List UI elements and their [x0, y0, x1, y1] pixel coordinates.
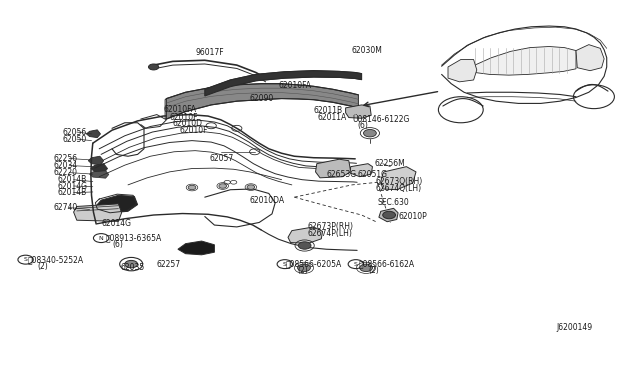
Text: 62011A: 62011A — [317, 113, 347, 122]
Polygon shape — [86, 130, 100, 138]
Polygon shape — [97, 195, 138, 213]
Text: 62674Q(LH): 62674Q(LH) — [375, 184, 421, 193]
Text: (6): (6) — [112, 240, 123, 249]
Text: 62034: 62034 — [53, 161, 77, 170]
Text: 62010D: 62010D — [173, 119, 203, 128]
Circle shape — [360, 264, 372, 272]
Text: (2): (2) — [369, 266, 380, 275]
Text: 62014G: 62014G — [58, 182, 88, 190]
Polygon shape — [316, 159, 351, 178]
Text: 62653G: 62653G — [326, 170, 356, 179]
Text: N: N — [99, 235, 104, 241]
Polygon shape — [381, 167, 416, 190]
Text: 62256: 62256 — [53, 154, 77, 163]
Circle shape — [298, 242, 311, 249]
Text: 62010F: 62010F — [170, 113, 198, 122]
Polygon shape — [346, 105, 371, 118]
Polygon shape — [91, 164, 108, 173]
Text: J6200149: J6200149 — [557, 323, 593, 332]
Polygon shape — [448, 60, 477, 82]
Polygon shape — [472, 46, 576, 75]
Text: 62673Q(RH): 62673Q(RH) — [375, 177, 422, 186]
Text: 62010FA: 62010FA — [163, 105, 196, 114]
Text: Ü08146-6122G: Ü08146-6122G — [352, 115, 410, 124]
Text: 62010F: 62010F — [179, 126, 208, 135]
Text: 62740: 62740 — [53, 203, 77, 212]
Text: 62673P(RH): 62673P(RH) — [307, 222, 353, 231]
Polygon shape — [166, 84, 358, 119]
Text: 62050: 62050 — [63, 135, 87, 144]
Text: Ⓝ08566-6162A: Ⓝ08566-6162A — [358, 260, 415, 269]
Text: (6): (6) — [358, 121, 369, 130]
Text: 96017F: 96017F — [195, 48, 224, 57]
Text: 62014G: 62014G — [101, 219, 131, 228]
Text: 62010DA: 62010DA — [250, 196, 285, 205]
Text: 62090: 62090 — [250, 94, 274, 103]
Text: S: S — [24, 257, 28, 262]
Text: 62057: 62057 — [210, 154, 234, 163]
Polygon shape — [178, 241, 214, 255]
Text: S: S — [283, 262, 287, 267]
Circle shape — [364, 129, 376, 137]
Circle shape — [125, 260, 138, 268]
Text: 62030M: 62030M — [352, 46, 383, 55]
Text: (2): (2) — [297, 266, 308, 275]
Text: (2): (2) — [37, 262, 48, 271]
Text: 62257: 62257 — [157, 260, 181, 269]
Circle shape — [247, 185, 255, 189]
Text: 62056: 62056 — [63, 128, 87, 137]
Text: S: S — [354, 262, 358, 267]
Text: 62051G: 62051G — [357, 170, 387, 179]
Text: 62010P: 62010P — [398, 212, 427, 221]
Text: 62220: 62220 — [53, 168, 77, 177]
Polygon shape — [379, 208, 398, 222]
Circle shape — [298, 264, 310, 272]
Text: 62035: 62035 — [120, 263, 145, 272]
Text: 62674P(LH): 62674P(LH) — [307, 229, 352, 238]
Circle shape — [188, 185, 196, 190]
Text: Ⓝ08566-6205A: Ⓝ08566-6205A — [286, 260, 342, 269]
Polygon shape — [88, 156, 104, 165]
Polygon shape — [205, 71, 362, 96]
Circle shape — [219, 184, 227, 188]
Polygon shape — [576, 45, 604, 71]
Text: 62014B: 62014B — [58, 188, 87, 197]
Text: Ⓣ08913-6365A: Ⓣ08913-6365A — [106, 234, 162, 243]
Text: 62010FA: 62010FA — [278, 81, 312, 90]
Text: 62011B: 62011B — [314, 106, 343, 115]
Text: Ⓝ08340-5252A: Ⓝ08340-5252A — [28, 255, 84, 264]
Text: SEC.630: SEC.630 — [378, 198, 410, 207]
Text: 62014B: 62014B — [58, 175, 87, 184]
Polygon shape — [74, 204, 122, 221]
Polygon shape — [288, 227, 323, 243]
Polygon shape — [350, 164, 372, 177]
Text: 62256M: 62256M — [374, 159, 405, 168]
Circle shape — [383, 211, 396, 219]
Circle shape — [148, 64, 159, 70]
Polygon shape — [90, 171, 109, 178]
